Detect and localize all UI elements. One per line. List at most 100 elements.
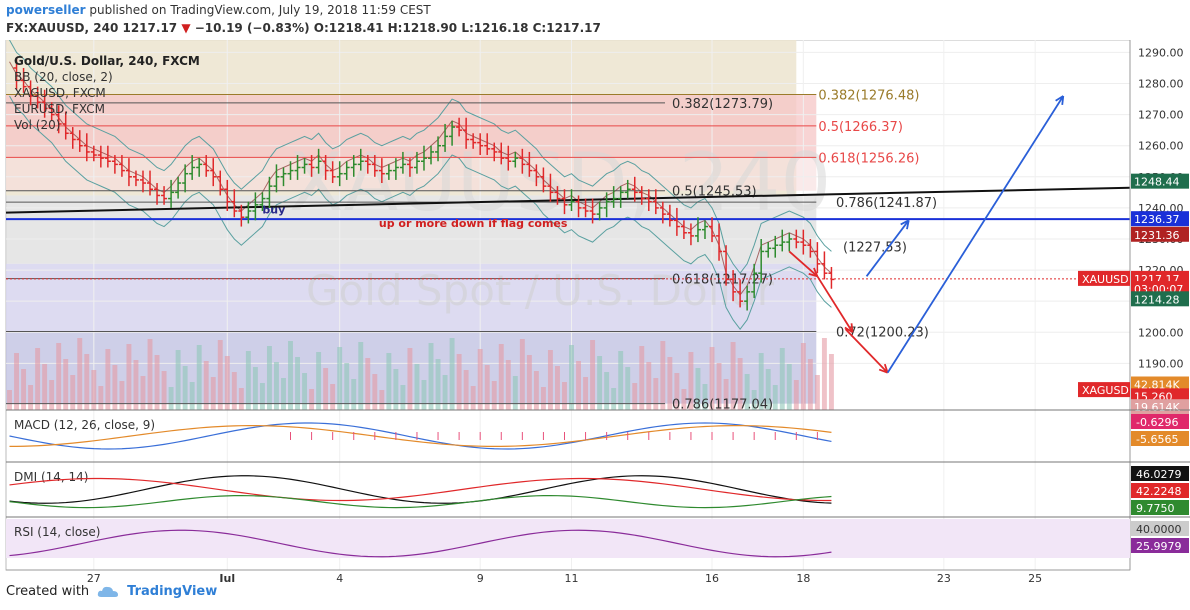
volume-bar — [309, 389, 315, 410]
volume-bar — [674, 373, 680, 410]
author-name[interactable]: powerseller — [6, 3, 86, 17]
volume-bar — [611, 388, 617, 410]
volume-bar — [821, 338, 827, 410]
volume-bar — [119, 381, 125, 410]
volume-bar — [828, 354, 834, 410]
fib-label: (1227.53) — [843, 241, 907, 256]
fib-label: 0.618(1256.26) — [818, 151, 919, 166]
volume-bar — [28, 385, 34, 410]
fib-zone-pink — [6, 157, 817, 191]
price-tick-label: 1290.00 — [1138, 46, 1184, 59]
created-with-label: Created with — [6, 584, 90, 599]
blue-arrow-short — [865, 219, 910, 277]
watermark-symbol: XAUUSD, 240 — [289, 136, 832, 229]
panel-value-badge — [1131, 414, 1189, 429]
volume-bar — [435, 359, 441, 410]
red-arrow-3 — [844, 328, 889, 374]
buy-annotation: buy — [262, 203, 285, 216]
volume-bar — [484, 365, 490, 410]
red-arrow-2 — [816, 275, 854, 333]
price-badge-text: 19.614K — [1134, 401, 1180, 414]
red-arrow-2-head — [844, 323, 854, 334]
indicator-legend: Vol (20) — [14, 118, 60, 132]
price-change: −10.19 (−0.83%) — [194, 21, 310, 35]
panel-series-3 — [9, 494, 832, 509]
volume-bar — [84, 354, 90, 410]
panel-legend: RSI (14, close) — [14, 525, 100, 539]
volume-bar — [203, 361, 209, 410]
price-badge — [1131, 226, 1189, 242]
panel-value-text: -5.6565 — [1136, 433, 1178, 446]
symbol-tag-text: XAUUSD — [1082, 273, 1129, 286]
volume-bar — [723, 379, 729, 410]
indicator-legend: BB (20, close, 2) — [14, 70, 113, 84]
ohlc-open: O:1218.41 — [313, 21, 384, 35]
volume-bar — [449, 338, 455, 410]
volume-bar — [639, 346, 645, 410]
volume-bar — [421, 380, 427, 410]
volume-bar — [323, 368, 329, 410]
volume-bar — [597, 356, 603, 410]
volume-bar — [653, 378, 659, 410]
volume-bar — [463, 370, 469, 410]
volume-bar — [210, 377, 216, 410]
panel-legend: DMI (14, 14) — [14, 470, 88, 484]
time-tick-label: 27 — [87, 572, 101, 582]
volume-bar — [295, 357, 300, 410]
panel-value-text: 25.9979 — [1136, 540, 1182, 553]
bb-basis — [9, 61, 832, 296]
price-badge-text: 1231.36 — [1134, 229, 1180, 242]
panel-series-2 — [9, 425, 832, 447]
volume-bar — [470, 386, 476, 410]
volume-bar — [681, 389, 687, 410]
volume-bar — [744, 374, 750, 410]
volume-bar — [302, 373, 308, 410]
volume-bar — [252, 367, 258, 410]
volume-bar — [358, 342, 364, 410]
chart-header-line2: FX:XAUUSD, 240 1217.17 ▼ −10.19 (−0.83%)… — [6, 21, 601, 35]
volume-bar — [140, 376, 146, 410]
panel-legend: MACD (12, 26, close, 9) — [14, 418, 155, 432]
volume-bar — [14, 353, 19, 410]
flag-note-annotation: up or more down if flag comes — [379, 217, 568, 230]
volume-bar — [393, 369, 399, 410]
chart-header-line1: powerseller published on TradingView.com… — [6, 3, 431, 17]
volume-bar — [281, 378, 286, 410]
panel-value-badge — [1131, 431, 1189, 446]
volume-bar — [428, 343, 434, 410]
down-arrow-icon: ▼ — [181, 21, 191, 35]
volume-bar — [147, 339, 153, 410]
price-badge-text: 1214.28 — [1134, 293, 1180, 306]
blue-arrow-short-head — [900, 219, 910, 230]
volume-bar — [238, 388, 244, 410]
volume-bar — [442, 375, 448, 410]
tradingview-link[interactable]: TradingView — [127, 584, 218, 599]
volume-bar — [540, 387, 546, 410]
panel-value-badge — [1131, 538, 1189, 553]
volume-bar — [716, 363, 722, 410]
volume-bar — [807, 359, 813, 410]
volume-bar — [259, 383, 265, 410]
price-badge-text: 42.814K — [1134, 379, 1180, 392]
volume-bar — [196, 345, 202, 410]
panel-value-text: 46.0279 — [1136, 468, 1182, 481]
symbol-tag — [1078, 270, 1130, 286]
volume-bar — [765, 369, 771, 410]
volume-bar — [590, 340, 596, 410]
volume-bar — [288, 341, 293, 410]
volume-bar — [751, 390, 757, 410]
price-tick-label: 1190.00 — [1138, 357, 1184, 370]
volume-bar — [98, 386, 104, 410]
volume-bar — [56, 343, 62, 410]
fib-label: 0.382(1273.79) — [672, 97, 773, 112]
volume-bar — [407, 348, 413, 410]
price-badge — [1131, 173, 1189, 189]
candlestick-chart[interactable]: XAUUSD, 240 Gold Spot / U.S. Dollar 0.382(… — [0, 40, 1190, 582]
volume-bar — [7, 390, 12, 410]
volume-bar — [77, 338, 83, 410]
volume-bar — [505, 360, 511, 410]
volume-bar — [344, 363, 350, 410]
panel-value-text: -0.6296 — [1136, 416, 1178, 429]
volume-bar — [779, 348, 785, 410]
volume-bar — [646, 362, 652, 410]
